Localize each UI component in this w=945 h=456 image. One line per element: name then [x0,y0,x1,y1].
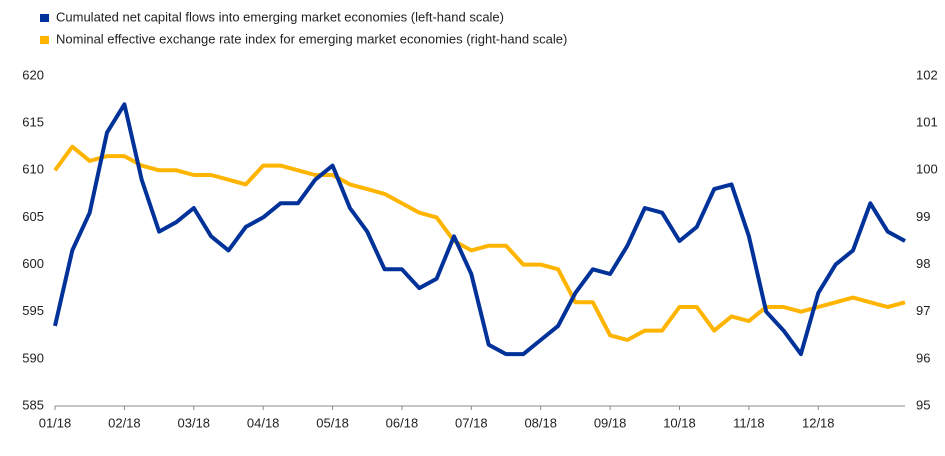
x-tick-label: 02/18 [108,415,141,430]
x-tick-label: 11/18 [733,415,765,430]
x-tick-label: 10/18 [663,415,696,430]
y-tick-label: 620 [22,67,44,82]
x-tick-label: 08/18 [524,415,557,430]
x-tick-label: 04/18 [247,415,280,430]
y2-tick-label: 101 [916,115,938,130]
series-line [53,144,906,342]
y2-tick-label: 98 [916,256,930,271]
legend-label: Cumulated net capital flows into emergin… [56,9,504,24]
y2-tick-label: 102 [916,67,938,82]
legend-label: Nominal effective exchange rate index fo… [56,31,567,46]
y2-tick-label: 99 [916,209,930,224]
x-tick-label: 07/18 [455,415,488,430]
y-tick-label: 600 [22,256,44,271]
y-tick-label: 585 [22,397,44,412]
y2-tick-label: 100 [916,162,938,177]
x-tick-label: 09/18 [594,415,627,430]
legend-swatch [40,14,49,22]
y-tick-label: 590 [22,350,44,365]
x-tick-label: 12/18 [802,415,835,430]
y2-tick-label: 97 [916,303,930,318]
y2-tick-label: 96 [916,350,930,365]
x-tick-label: 05/18 [316,415,349,430]
x-tick-label: 06/18 [386,415,419,430]
y-tick-label: 605 [22,209,44,224]
series-line [53,102,906,357]
y2-tick-label: 95 [916,397,930,412]
legend-swatch [40,36,49,44]
y-tick-label: 615 [22,115,44,130]
x-tick-label: 03/18 [178,415,211,430]
y-tick-label: 610 [22,162,44,177]
y-tick-label: 595 [22,303,44,318]
x-tick-label: 01/18 [39,415,72,430]
